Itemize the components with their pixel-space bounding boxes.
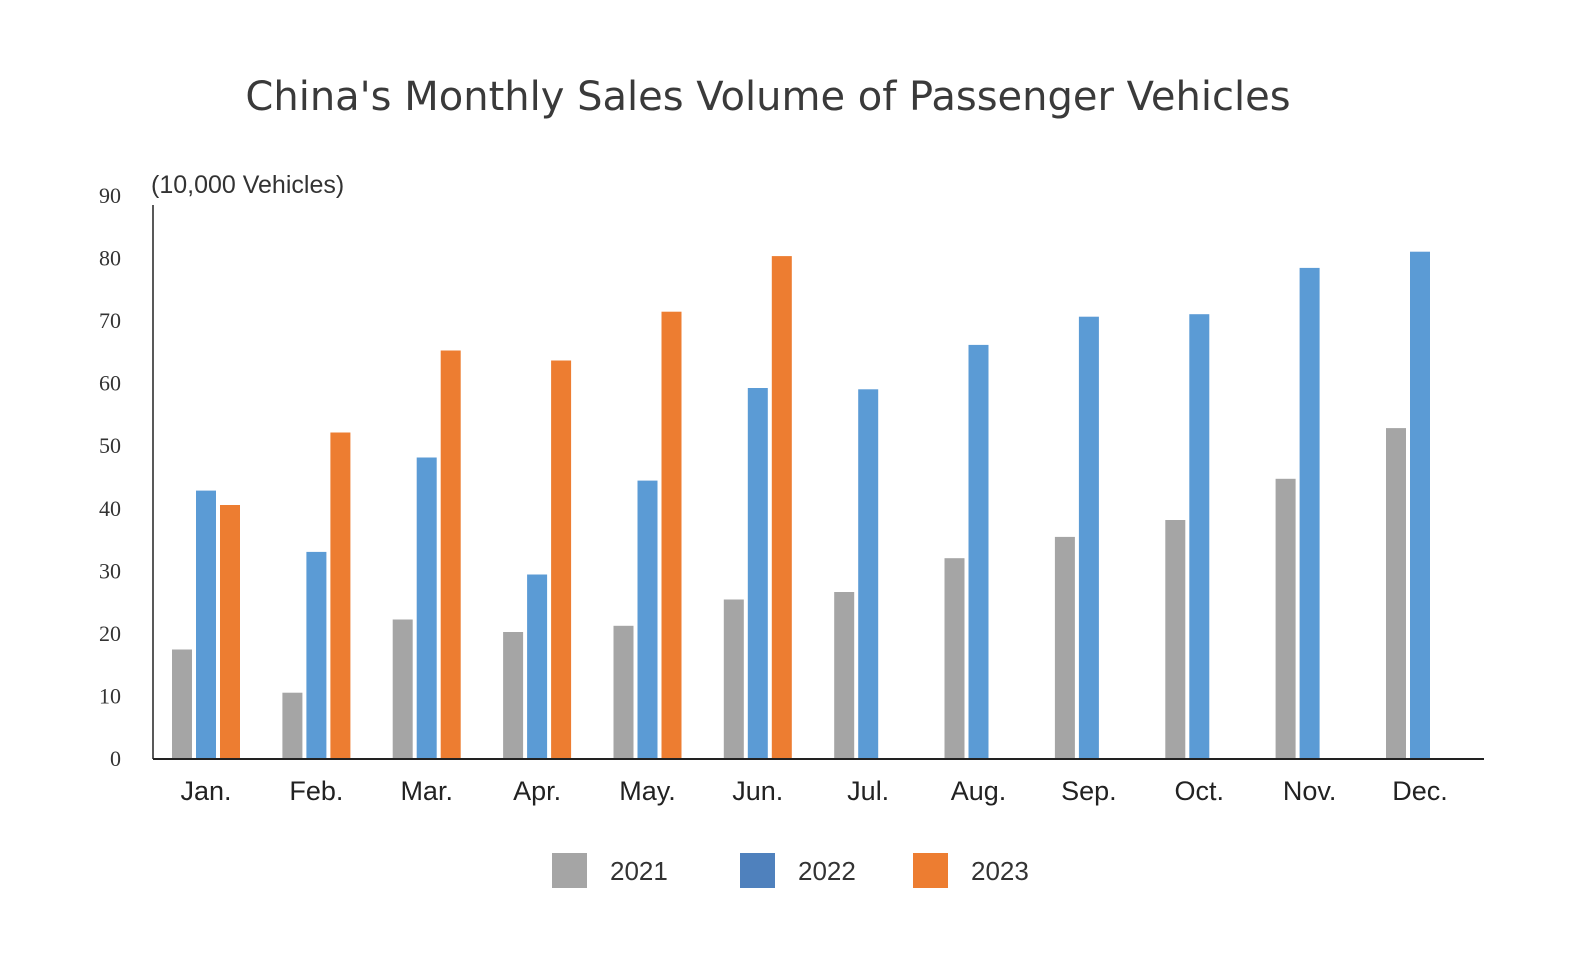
- bar-2021-may: [613, 625, 634, 759]
- y-tick-label: 70: [99, 308, 121, 333]
- y-tick-label: 20: [99, 621, 121, 646]
- bar-2023-may: [661, 311, 682, 759]
- bar-2023-jan: [220, 505, 240, 759]
- y-tick-label: 40: [99, 496, 121, 521]
- x-tick-label: Jun.: [732, 776, 783, 806]
- bar-2022-sep: [1078, 316, 1099, 759]
- bar-2021-jun: [723, 599, 744, 759]
- bar-2021-apr: [503, 632, 524, 759]
- bar-2022-dec: [1410, 251, 1430, 759]
- bar-2023-mar: [440, 350, 461, 759]
- y-tick-label: 0: [110, 746, 121, 771]
- x-axis-ticks: Jan. Feb. Mar. Apr. May. Jun. Jul. Aug. Sep. Oct.…: [180, 776, 1447, 806]
- bar-2022-apr: [527, 574, 548, 759]
- y-tick-label: 10: [99, 683, 121, 708]
- x-tick-label: Nov.: [1283, 776, 1337, 806]
- bar-2021-jan: [172, 649, 192, 759]
- x-tick-label: Jul.: [847, 776, 889, 806]
- bar-2022-feb: [306, 551, 327, 759]
- bar-2021-jul: [834, 592, 855, 759]
- bar-2022-jan: [196, 490, 216, 759]
- x-tick-label: Feb.: [289, 776, 343, 806]
- bar-2023-jun: [771, 256, 792, 759]
- y-tick-label: 30: [99, 558, 121, 583]
- legend-swatch-2022: [740, 853, 775, 888]
- chart-title: China's Monthly Sales Volume of Passenge…: [245, 74, 1290, 120]
- x-tick-label: Sep.: [1061, 776, 1117, 806]
- y-axis-unit-label: (10,000 Vehicles): [151, 171, 344, 199]
- x-tick-label: Jan.: [180, 776, 231, 806]
- y-tick-label: 50: [99, 433, 121, 458]
- bar-2021-nov: [1275, 478, 1296, 759]
- chart-legend: 2021 2022 2023: [552, 853, 1029, 888]
- bar-2023-apr: [551, 360, 572, 759]
- bar-2022-jun: [747, 388, 768, 759]
- y-tick-label: 90: [99, 183, 121, 208]
- legend-label-2022: 2022: [798, 856, 856, 886]
- bar-2021-aug: [944, 558, 965, 759]
- bar-2021-oct: [1165, 520, 1186, 759]
- bar-2022-may: [637, 480, 658, 759]
- x-tick-label: Dec.: [1392, 776, 1448, 806]
- bar-2022-aug: [968, 344, 989, 759]
- bar-2022-nov: [1299, 267, 1320, 759]
- y-tick-label: 60: [99, 371, 121, 396]
- x-tick-label: Mar.: [400, 776, 453, 806]
- y-axis-ticks: 0 10 20 30 40 50 60 70 80 90: [99, 183, 121, 771]
- bar-2021-sep: [1054, 536, 1075, 759]
- bar-2021-feb: [282, 692, 303, 759]
- bar-2022-mar: [416, 457, 437, 759]
- y-tick-label: 80: [99, 246, 121, 271]
- legend-swatch-2023: [913, 853, 948, 888]
- bar-2021-mar: [392, 619, 413, 759]
- legend-label-2023: 2023: [971, 856, 1029, 886]
- legend-label-2021: 2021: [610, 856, 668, 886]
- x-tick-label: Aug.: [951, 776, 1007, 806]
- bar-2023-feb: [330, 432, 351, 759]
- bar-2022-jul: [858, 389, 879, 759]
- bar-2022-oct: [1189, 314, 1210, 759]
- bar-series: [172, 251, 1430, 759]
- x-tick-label: Oct.: [1175, 776, 1225, 806]
- bar-2021-dec: [1386, 428, 1406, 759]
- legend-swatch-2021: [552, 853, 587, 888]
- x-tick-label: Apr.: [513, 776, 561, 806]
- x-tick-label: May.: [619, 776, 676, 806]
